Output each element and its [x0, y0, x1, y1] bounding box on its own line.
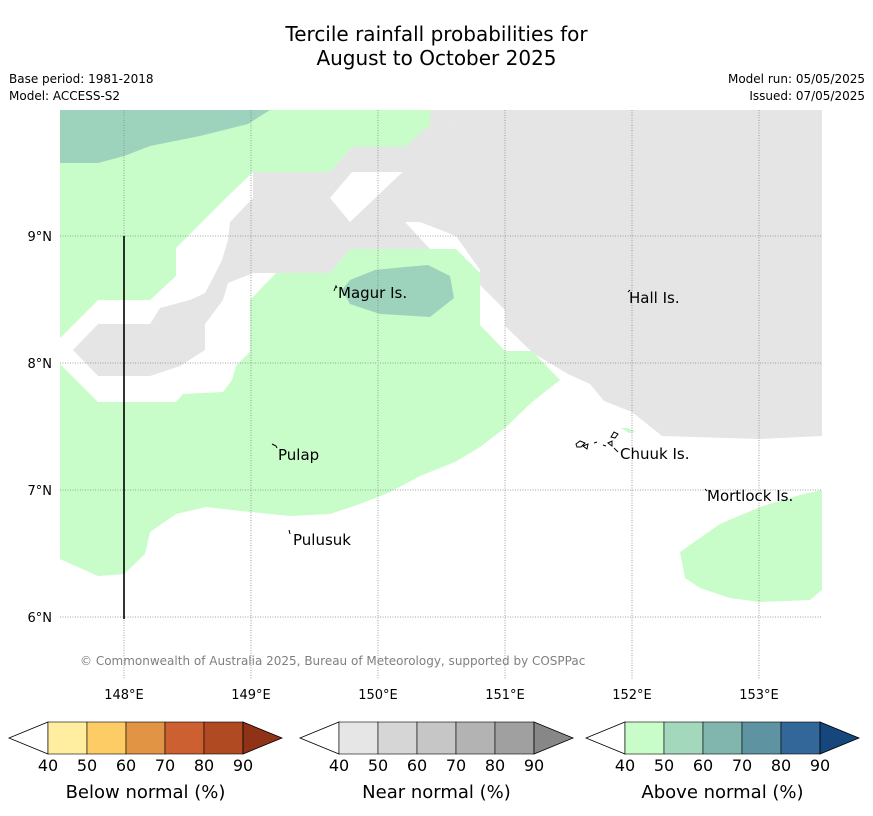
colorbar-cell	[86, 721, 127, 755]
colorbar-tick-label: 80	[485, 756, 505, 775]
model-run: Model run: 05/05/2025	[727, 72, 865, 86]
colorbar-under-triangle	[584, 721, 626, 755]
colorbar-1: 40 50 60 70 80 90 Below normal (%)	[7, 721, 284, 803]
colorbar-tick-label: 40	[38, 756, 58, 775]
colorbar-cell	[125, 721, 166, 755]
colorbar-under-triangle	[7, 721, 49, 755]
colorbar-tick-label: 40	[615, 756, 635, 775]
place-label-chuuk: Chuuk Is.	[620, 445, 689, 463]
colorbar-2: 40 50 60 70 80 90 Near normal (%)	[298, 721, 575, 803]
colorbar-cell	[455, 721, 496, 755]
colorbar-cell	[203, 721, 244, 755]
colorbar-tick-label: 90	[810, 756, 830, 775]
above-normal-region-southeast	[680, 490, 822, 602]
lon-label-149e: 149°E	[231, 688, 271, 703]
colorbar-tick-label: 80	[771, 756, 791, 775]
colorbar-cell	[663, 721, 704, 755]
copyright-notice: © Commonwealth of Australia 2025, Bureau…	[80, 654, 585, 668]
colorbar-cell	[338, 721, 379, 755]
colorbar-over-triangle	[819, 721, 861, 755]
place-label-magur: Magur Is.	[338, 284, 407, 302]
lon-label-150e: 150°E	[358, 688, 398, 703]
title-line-2: August to October 2025	[316, 46, 557, 70]
title-line-1: Tercile rainfall probabilities for	[285, 22, 588, 46]
colorbar-tick-label: 60	[116, 756, 136, 775]
near-normal-region-north	[73, 110, 822, 439]
colorbar-cell	[494, 721, 535, 755]
colorbar-tick-label: 70	[732, 756, 752, 775]
base-period: Base period: 1981-2018	[9, 72, 154, 86]
colorbar-tick-label: 90	[233, 756, 253, 775]
lat-label-9n: 9°N	[28, 230, 53, 245]
colorbar-cell	[702, 721, 743, 755]
place-label-pulap: Pulap	[278, 446, 319, 464]
issued-date: Issued: 07/05/2025	[749, 89, 865, 103]
colorbar-tick-label: 80	[194, 756, 214, 775]
lat-label-8n: 8°N	[28, 357, 53, 372]
colorbar-tick-label: 50	[368, 756, 388, 775]
colorbar-tick-label: 60	[407, 756, 427, 775]
map-area: Magur Is. Hall Is. Pulap Chuuk Is. Mortl…	[60, 110, 822, 680]
lat-label-7n: 7°N	[28, 484, 53, 499]
colorbar-title: Near normal (%)	[362, 782, 511, 803]
island-markers	[271, 284, 708, 535]
colorbar-title: Below normal (%)	[66, 782, 226, 803]
colorbar-cell	[164, 721, 205, 755]
model-name: Model: ACCESS-S2	[9, 89, 121, 103]
colorbar-tick-label: 60	[693, 756, 713, 775]
colorbar-over-triangle	[242, 721, 284, 755]
chart-title: Tercile rainfall probabilities for Augus…	[0, 22, 873, 70]
meta-right: Model run: 05/05/2025 Issued: 07/05/2025	[728, 71, 865, 105]
place-label-pulusuk: Pulusuk	[293, 531, 351, 549]
colorbar-tick-label: 50	[77, 756, 97, 775]
colorbar-cell	[416, 721, 457, 755]
colorbar-cell	[47, 721, 88, 755]
lon-label-153e: 153°E	[739, 688, 779, 703]
meta-left: Base period: 1981-2018 Model: ACCESS-S2	[9, 71, 154, 105]
colorbar-cell	[780, 721, 821, 755]
place-label-mortlock: Mortlock Is.	[707, 487, 793, 505]
lon-label-151e: 151°E	[485, 688, 525, 703]
colorbar-under-triangle	[298, 721, 340, 755]
lat-label-6n: 6°N	[28, 611, 53, 626]
place-label-hall: Hall Is.	[629, 289, 680, 307]
colorbar-legends: 40 50 60 70 80 90 Below normal (%) 40 50 60 70 80 90…	[7, 721, 861, 803]
colorbar-title: Above normal (%)	[641, 782, 803, 803]
colorbar-cell	[377, 721, 418, 755]
colorbar-cell	[624, 721, 665, 755]
colorbar-tick-label: 70	[446, 756, 466, 775]
lon-label-152e: 152°E	[612, 688, 652, 703]
colorbar-tick-label: 40	[329, 756, 349, 775]
colorbar-over-triangle	[533, 721, 575, 755]
colorbar-tick-label: 90	[524, 756, 544, 775]
lon-label-148e: 148°E	[104, 688, 144, 703]
colorbar-cell	[741, 721, 782, 755]
above-normal-region-west	[60, 110, 430, 338]
colorbar-tick-label: 70	[155, 756, 175, 775]
above-normal-region-central	[60, 249, 560, 576]
colorbar-3: 40 50 60 70 80 90 Above normal (%)	[584, 721, 861, 803]
above-normal-small-patch	[621, 428, 636, 433]
above-normal-50-region-magur	[342, 265, 454, 317]
colorbar-tick-label: 50	[654, 756, 674, 775]
near-normal-strip	[253, 110, 455, 198]
above-normal-50-region-north	[60, 110, 270, 163]
